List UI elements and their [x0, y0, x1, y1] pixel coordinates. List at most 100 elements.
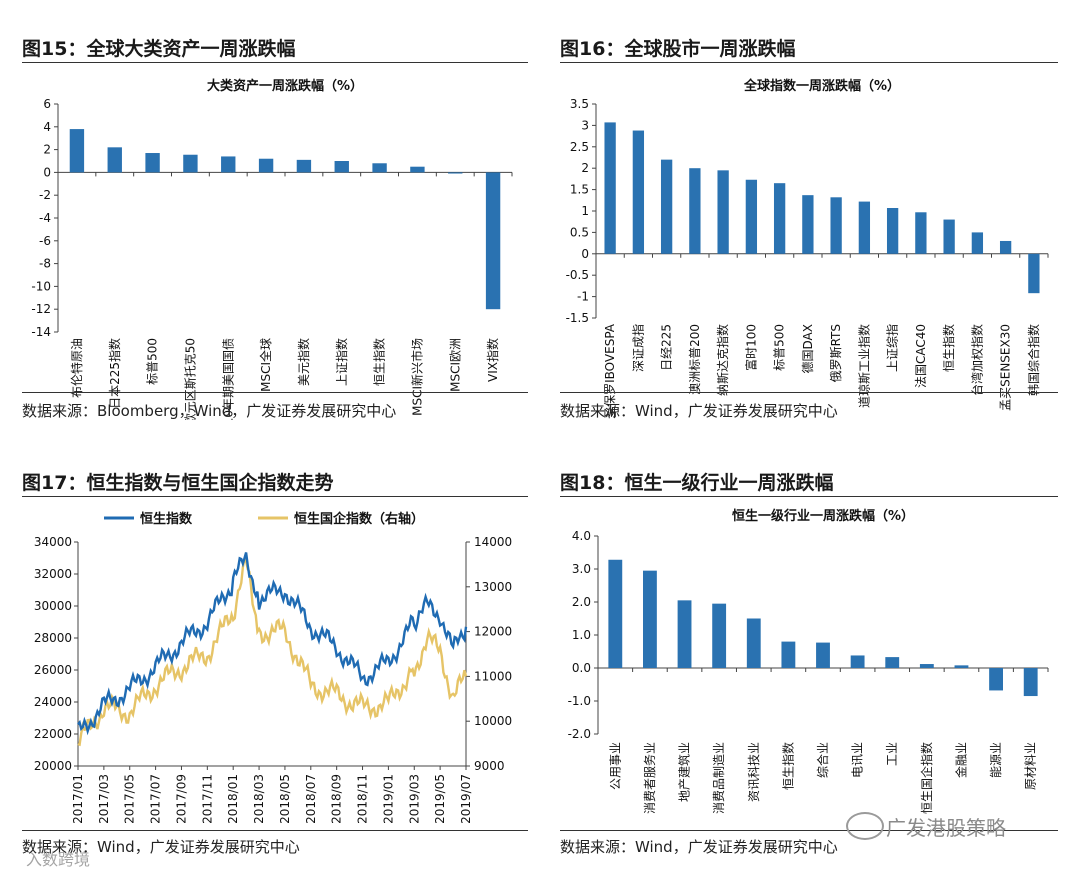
x-tick-label: 工业 — [885, 742, 899, 766]
y-tick-label-right: 14000 — [474, 535, 512, 549]
wechat-logo-icon — [846, 812, 884, 840]
bar-16 — [1028, 253, 1040, 294]
figure-18-bottom-rule — [560, 830, 1058, 831]
y-tick-label: 3.0 — [572, 562, 591, 576]
x-tick-label: MSCI新兴市场 — [409, 338, 424, 416]
x-tick-label: 资讯科技业 — [747, 742, 761, 802]
bar-3 — [660, 159, 673, 254]
chart-title: 恒生一级行业一周涨跌幅（%） — [732, 508, 914, 524]
bar-5 — [717, 170, 729, 254]
bar-1 — [604, 122, 616, 254]
y-tick-label: -10 — [31, 279, 51, 293]
bar-14 — [971, 232, 984, 254]
bar-9 — [830, 197, 842, 254]
chart-title: 全球指数一周涨跌幅（%） — [743, 78, 900, 94]
x-tick-label: 2019/03 — [407, 774, 421, 824]
x-tick-label: 2017/01 — [71, 774, 85, 824]
figure-16-source: 数据来源：Wind，广发证券发展研究中心 — [560, 402, 838, 420]
x-tick-label: 2019/01 — [381, 774, 395, 824]
bar-1 — [69, 129, 85, 173]
x-tick-label: 2018/11 — [356, 774, 370, 824]
bar-5 — [746, 618, 761, 668]
x-tick-label: 公用事业 — [608, 742, 622, 790]
y-tick-label: 2.0 — [572, 595, 591, 609]
legend-label: 恒生指数 — [140, 511, 193, 527]
y-tick-label-left: 34000 — [34, 535, 72, 549]
bar-10 — [858, 201, 871, 254]
y-tick-label-right: 13000 — [474, 580, 512, 594]
x-tick-label: 恒生指数 — [372, 338, 387, 386]
y-tick-label: -4 — [39, 211, 51, 225]
x-tick-label: 日经225 — [660, 324, 674, 371]
bar-12 — [915, 212, 927, 254]
y-tick-label: -1 — [577, 290, 589, 304]
x-tick-label: 恒生指数 — [941, 324, 956, 372]
x-tick-label: 能源业 — [989, 742, 1003, 778]
bar-10 — [410, 166, 425, 173]
x-tick-label: 欧元区斯托克50 — [183, 338, 197, 420]
y-tick-label-right: 11000 — [474, 669, 512, 683]
figure-16-panel: 图16：全球股市一周涨跌幅 全球指数一周涨跌幅（%） 3.5 3 2.5 2 1.5 1 0.… — [560, 28, 1058, 428]
bar-8 — [802, 195, 814, 254]
figure-15-bottom-rule — [22, 392, 528, 393]
x-tick-label: 2019/05 — [433, 774, 447, 824]
x-tick-label: 2017/05 — [123, 774, 137, 824]
x-tick-label: VIX指数 — [485, 338, 500, 382]
chart-16: 全球指数一周涨跌幅（%） 3.5 3 2.5 2 1.5 1 0.5 0 -0.5 -1 -1.5 圣保… — [566, 78, 1049, 419]
y-tick-label: -1.5 — [566, 311, 589, 325]
bar-2 — [107, 147, 122, 173]
x-tick-label: 2017/03 — [97, 774, 111, 824]
watermark-text: 广发港股策略 — [886, 816, 1006, 840]
figure-15-source: 数据来源：Bloomberg，Wind，广发证券发展研究中心 — [22, 402, 397, 420]
bar-7 — [773, 183, 786, 254]
bar-3 — [145, 153, 160, 173]
x-tick-label: 原材料业 — [1024, 742, 1038, 790]
x-tick-label: 2019/07 — [459, 774, 473, 824]
bar-12 — [989, 668, 1003, 691]
x-tick-label: 道琼斯工业指数 — [856, 324, 871, 408]
x-tick-label: 2018/03 — [252, 774, 266, 824]
x-tick-label: 2017/09 — [174, 774, 188, 824]
x-tick-label: MSCI欧洲 — [448, 338, 462, 392]
y-tick-label: -12 — [31, 302, 51, 316]
figure-15-top-rule — [22, 62, 528, 63]
x-tick-label: 2017/07 — [149, 774, 163, 824]
bar-1 — [608, 559, 623, 668]
x-tick-label: 2018/09 — [330, 774, 344, 824]
bar-4 — [183, 154, 198, 173]
x-tick-label: MSCI全球 — [258, 338, 273, 392]
bar-2 — [643, 570, 657, 668]
bar-6 — [781, 641, 796, 668]
y-tick-label: 1.0 — [572, 628, 591, 642]
figure-16-top-rule — [560, 62, 1058, 63]
bar-4 — [689, 168, 701, 254]
x-tick-label: 恒生指数 — [780, 742, 795, 790]
y-tick-label-right: 10000 — [474, 714, 512, 728]
figure-17-top-rule — [22, 496, 528, 497]
bar-2 — [632, 130, 645, 254]
x-tick-label: 上证综指 — [885, 324, 900, 372]
y-tick-label: 1 — [581, 204, 589, 218]
x-tick-label: 标普500 — [146, 338, 160, 385]
chart-17: 恒生指数 恒生国企指数（右轴） 34000 32000 30000 28000 26000 2… — [34, 511, 512, 824]
figure-16-title: 图16：全球股市一周涨跌幅 — [560, 38, 796, 60]
y-tick-label: 0 — [43, 165, 51, 179]
y-tick-label: 4 — [43, 120, 51, 134]
x-tick-label: 台湾加权指数 — [969, 324, 984, 396]
bar-15 — [999, 240, 1012, 254]
x-tick-label: 法国CAC40 — [914, 324, 928, 388]
y-tick-label: 0.5 — [570, 225, 589, 239]
bar-10 — [919, 664, 934, 668]
x-tick-label: 纳斯达克指数 — [715, 324, 730, 396]
bar-4 — [712, 603, 727, 668]
x-tick-label: 地产建筑业 — [677, 742, 692, 802]
y-tick-label-right: 9000 — [474, 759, 505, 773]
x-tick-label: 消费者服务业 — [642, 742, 657, 814]
bar-9 — [372, 163, 387, 173]
y-tick-label-left: 24000 — [34, 695, 72, 709]
x-tick-label: 10年期美国国债 — [221, 338, 235, 420]
chart-18: 恒生一级行业一周涨跌幅（%） 4.0 3.0 2.0 1.0 0.0 -1.0 -2.0 公用事… — [568, 508, 1049, 814]
x-tick-label: 日本225指数 — [107, 338, 122, 409]
bar-11 — [954, 665, 969, 668]
bar-3 — [677, 600, 692, 668]
